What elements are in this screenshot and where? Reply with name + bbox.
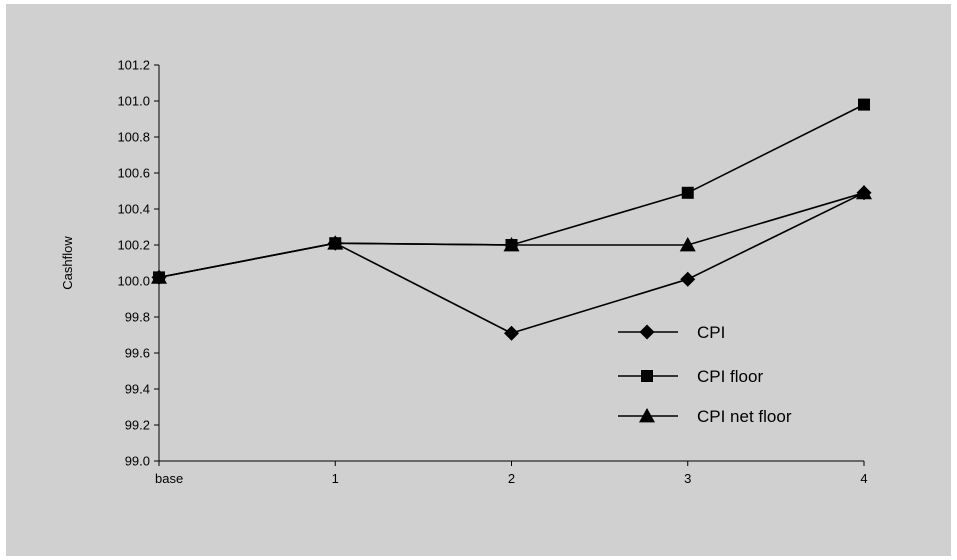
square-marker — [505, 239, 518, 251]
legend-square-marker — [641, 370, 653, 382]
legend-label: CPI net floor — [697, 407, 792, 426]
square-marker — [858, 98, 870, 111]
triangle-marker — [679, 237, 696, 252]
y-tick-label: 100.4 — [117, 202, 150, 217]
diamond-marker — [504, 325, 519, 341]
x-tick-label: base — [155, 471, 183, 486]
square-marker — [329, 237, 342, 250]
y-tick-label: 99.4 — [125, 382, 150, 397]
y-axis-ticks: 99.0 99.2 99.4 99.6 99.8 100.0 100.2 100.4 100.6… — [117, 58, 159, 469]
series-cpi-floor — [153, 98, 870, 284]
square-marker — [681, 186, 694, 199]
legend-label: CPI floor — [697, 367, 763, 386]
legend-triangle-marker — [639, 408, 655, 423]
legend-item: CPI net floor — [618, 407, 792, 426]
y-tick-label: 99.2 — [125, 418, 150, 433]
x-tick-label: 2 — [508, 471, 515, 486]
y-tick-label: 99.6 — [125, 346, 150, 361]
x-tick-label: 1 — [332, 471, 339, 486]
series-line — [158, 192, 865, 335]
y-tick-label: 101.2 — [117, 58, 150, 73]
axes — [158, 65, 864, 462]
y-axis-label: Cashflow — [60, 236, 75, 290]
legend-label: CPI — [697, 323, 725, 342]
y-tick-label: 101.0 — [117, 94, 150, 109]
series-cpi-net-floor — [151, 184, 872, 284]
y-tick-label: 99.8 — [125, 310, 150, 325]
y-tick-label: 100.0 — [117, 274, 150, 289]
y-tick-label: 100.8 — [117, 130, 150, 145]
series-cpi — [151, 185, 872, 341]
series-group — [151, 98, 872, 341]
y-tick-label: 99.0 — [125, 454, 150, 469]
legend-item: CPI floor — [618, 367, 763, 386]
diamond-marker — [680, 271, 696, 287]
legend-diamond-marker — [639, 324, 655, 340]
y-tick-label: 100.2 — [117, 238, 150, 253]
x-tick-label: 3 — [684, 471, 691, 486]
y-tick-label: 100.6 — [117, 166, 150, 181]
diamond-marker — [856, 185, 872, 201]
square-marker — [153, 271, 165, 284]
series-line — [158, 103, 865, 279]
legend: CPI CPI floor CPI net floor — [618, 323, 792, 426]
x-tick-label: 4 — [860, 471, 867, 486]
legend-item: CPI — [618, 323, 725, 342]
x-axis-ticks: base 1 2 3 4 — [155, 461, 868, 486]
series-line — [158, 192, 865, 279]
